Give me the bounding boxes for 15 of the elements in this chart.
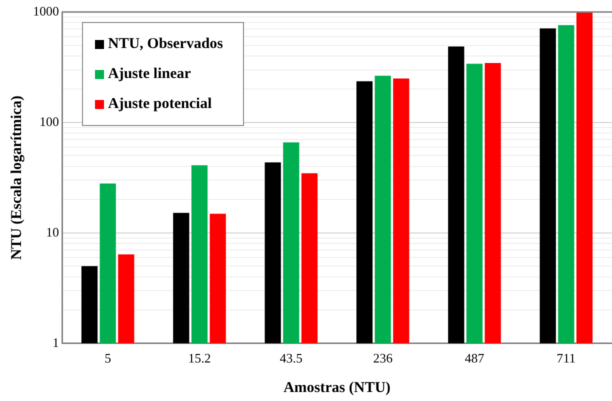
y-tick-label: 1 xyxy=(52,334,59,350)
x-tick-label: 487 xyxy=(464,350,485,366)
y-axis-title: NTU (Escala logarítmica) xyxy=(8,96,25,260)
x-tick-label: 711 xyxy=(556,350,576,366)
y-tick-label: 100 xyxy=(40,114,59,129)
legend-label: NTU, Observados xyxy=(108,36,224,52)
x-tick-label: 43.5 xyxy=(280,350,303,366)
y-tick-label: 10 xyxy=(46,224,59,240)
x-tick-label: 5 xyxy=(104,350,112,366)
legend-label: Ajuste potencial xyxy=(108,96,212,112)
x-tick-label: 15.2 xyxy=(188,350,211,366)
x-axis-title: Amostras (NTU) xyxy=(283,380,391,396)
legend-label: Ajuste linear xyxy=(108,66,191,82)
y-tick-label: 1000 xyxy=(33,3,59,18)
x-tick-label: 236 xyxy=(373,350,394,366)
